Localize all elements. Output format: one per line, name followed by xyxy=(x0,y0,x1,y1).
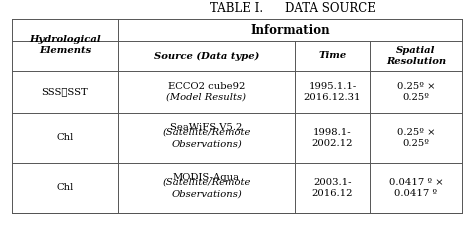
Text: Spatial
Resolution: Spatial Resolution xyxy=(386,46,446,66)
Text: SSS、SST: SSS、SST xyxy=(42,87,88,96)
Text: Information: Information xyxy=(250,24,330,36)
Text: Chl: Chl xyxy=(56,134,73,142)
Text: Time: Time xyxy=(319,52,346,60)
Text: (Satellite/Remote
Observations): (Satellite/Remote Observations) xyxy=(162,128,251,148)
Text: 1998.1-
2002.12: 1998.1- 2002.12 xyxy=(312,128,353,148)
Text: 0.25º ×
0.25º: 0.25º × 0.25º xyxy=(397,82,435,102)
Text: 0.0417 º ×
0.0417 º: 0.0417 º × 0.0417 º xyxy=(389,178,443,198)
Text: (Model Results): (Model Results) xyxy=(166,93,246,102)
Text: 1995.1.1-
2016.12.31: 1995.1.1- 2016.12.31 xyxy=(304,82,361,102)
Text: (Satellite/Remote
Observations): (Satellite/Remote Observations) xyxy=(162,178,251,198)
Text: Hydrological
Elements: Hydrological Elements xyxy=(29,35,101,55)
Text: SeaWiFS V5.2: SeaWiFS V5.2 xyxy=(170,123,243,132)
Text: Chl: Chl xyxy=(56,183,73,193)
Text: 0.25º ×
0.25º: 0.25º × 0.25º xyxy=(397,128,435,148)
Text: ECCO2 cube92: ECCO2 cube92 xyxy=(168,82,245,91)
Text: MODIS-Aqua: MODIS-Aqua xyxy=(173,173,240,182)
Text: 2003.1-
2016.12: 2003.1- 2016.12 xyxy=(312,178,353,198)
Text: Source (Data type): Source (Data type) xyxy=(154,52,259,60)
Text: TABLE I.: TABLE I. xyxy=(210,3,264,16)
Text: DATA SOURCE: DATA SOURCE xyxy=(284,3,375,16)
